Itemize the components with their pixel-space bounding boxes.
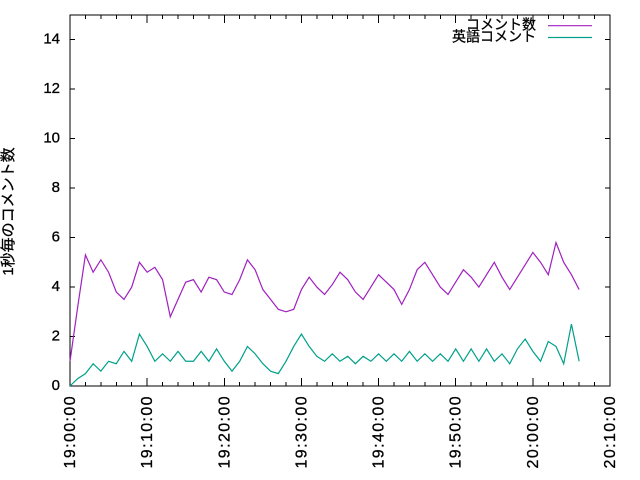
svg-text:8: 8 [52, 179, 60, 196]
svg-text:20:00:00: 20:00:00 [525, 395, 542, 468]
svg-text:19:40:00: 19:40:00 [371, 395, 388, 468]
svg-text:4: 4 [52, 278, 60, 295]
svg-text:6: 6 [52, 229, 60, 246]
svg-text:20:10:00: 20:10:00 [602, 395, 619, 468]
svg-text:0: 0 [52, 377, 60, 394]
svg-text:2: 2 [52, 328, 60, 345]
svg-text:19:10:00: 19:10:00 [139, 395, 156, 468]
svg-text:12: 12 [43, 80, 60, 97]
svg-text:10: 10 [43, 130, 60, 147]
svg-text:19:20:00: 19:20:00 [216, 395, 233, 468]
svg-text:英語コメント: 英語コメント [452, 29, 536, 45]
svg-text:1秒毎のコメント数: 1秒毎のコメント数 [0, 147, 17, 275]
svg-text:19:50:00: 19:50:00 [448, 395, 465, 468]
svg-text:19:30:00: 19:30:00 [293, 395, 310, 468]
svg-text:19:00:00: 19:00:00 [62, 395, 79, 468]
svg-text:14: 14 [43, 31, 60, 48]
